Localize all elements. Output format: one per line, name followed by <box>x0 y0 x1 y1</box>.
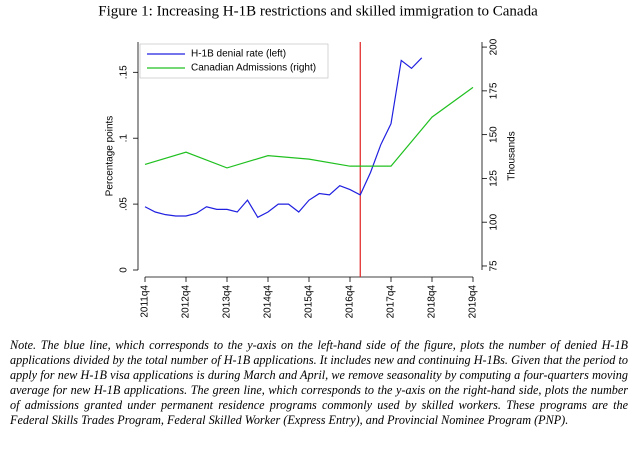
y2-tick-label: 175 <box>489 82 500 99</box>
chart-title: Figure 1: Increasing H-1B restrictions a… <box>98 3 538 19</box>
x-tick-label: 2018q4 <box>427 285 438 319</box>
x-tick-label: 2015q4 <box>304 285 315 319</box>
x-tick-label: 2013q4 <box>222 285 233 319</box>
chart: Figure 1: Increasing H-1B restrictions a… <box>98 3 538 319</box>
y2-tick-label: 100 <box>489 213 500 230</box>
y-tick-label: 0 <box>119 267 130 273</box>
x-tick-label: 2016q4 <box>345 285 356 319</box>
legend-label: Canadian Admissions (right) <box>191 63 316 74</box>
legend-label: H-1B denial rate (left) <box>191 49 286 60</box>
series-line <box>144 57 423 219</box>
y-axis-title: Percentage points <box>105 116 116 197</box>
y-tick-label: .05 <box>119 197 130 211</box>
y2-tick-label: 125 <box>489 170 500 187</box>
x-tick-label: 2014q4 <box>263 285 274 319</box>
y-tick-label: .15 <box>119 65 130 79</box>
y2-tick-label: 150 <box>489 126 500 143</box>
y-tick-label: .1 <box>119 134 130 143</box>
y2-axis-title: Thousands <box>507 131 518 180</box>
x-tick-label: 2019q4 <box>468 285 479 319</box>
legend-box <box>139 43 329 79</box>
x-tick-label: 2017q4 <box>386 285 397 319</box>
figure-note: Note. The blue line, which corresponds t… <box>10 338 628 427</box>
series-line <box>144 86 474 169</box>
y2-tick-label: 75 <box>489 260 500 272</box>
y2-tick-label: 200 <box>489 38 500 55</box>
x-tick-label: 2012q4 <box>181 285 192 319</box>
x-tick-label: 2011q4 <box>140 285 151 318</box>
